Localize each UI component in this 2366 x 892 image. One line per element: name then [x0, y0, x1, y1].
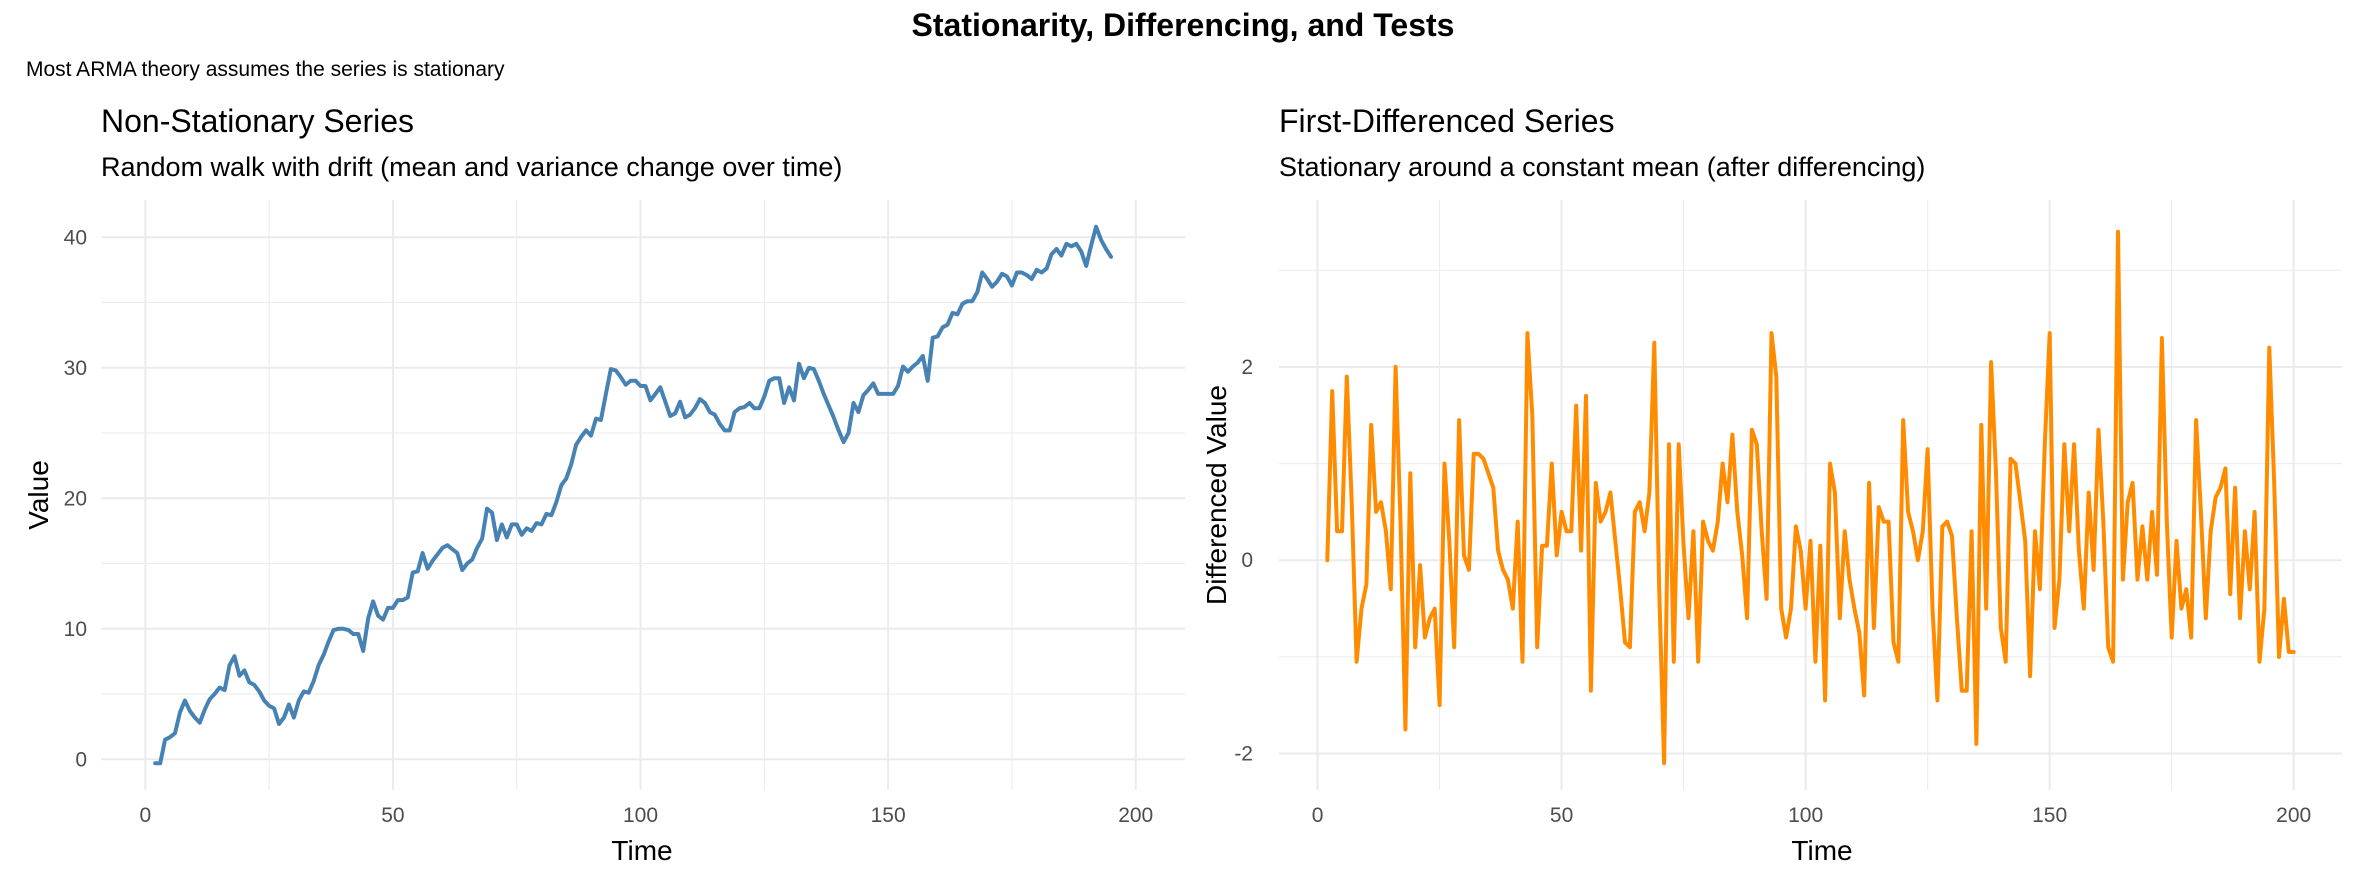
x-tick-label: 50	[1550, 804, 1573, 827]
x-axis-label: Time	[611, 835, 672, 866]
grid	[101, 200, 1185, 790]
y-tick-label: 0	[75, 748, 87, 771]
grid	[1279, 200, 2342, 790]
y-tick-label: 10	[64, 618, 87, 641]
y-tick-label: 2	[1241, 356, 1253, 379]
figure-title: Stationarity, Differencing, and Tests	[912, 7, 1455, 43]
y-tick-label: 40	[64, 226, 87, 249]
x-tick-label: 150	[2032, 804, 2067, 827]
panel-subtitle: Random walk with drift (mean and varianc…	[101, 152, 842, 182]
x-tick-label: 100	[1788, 804, 1823, 827]
x-tick-label: 0	[139, 804, 151, 827]
panel-subtitle: Stationary around a constant mean (after…	[1279, 152, 1925, 182]
x-tick-label: 200	[2276, 804, 2311, 827]
series-line	[1325, 229, 2296, 766]
y-tick-label: 20	[64, 487, 87, 510]
panel-non-stationary: Non-Stationary Series Random walk with d…	[23, 103, 1185, 866]
y-tick-label: 0	[1241, 549, 1253, 572]
y-axis-label: Differenced Value	[1201, 385, 1232, 605]
y-tick-label: -2	[1234, 743, 1253, 766]
x-axis-label: Time	[1791, 835, 1852, 866]
x-tick-label: 100	[623, 804, 658, 827]
series-line	[153, 224, 1113, 766]
x-tick-label: 0	[1312, 804, 1324, 827]
panel-title: Non-Stationary Series	[101, 103, 414, 139]
y-tick-label: 30	[64, 357, 87, 380]
panel-title: First-Differenced Series	[1279, 103, 1615, 139]
x-tick-label: 50	[381, 804, 404, 827]
y-axis-label: Value	[23, 460, 54, 530]
x-tick-label: 200	[1118, 804, 1153, 827]
figure-subtitle: Most ARMA theory assumes the series is s…	[26, 58, 505, 81]
x-tick-label: 150	[871, 804, 906, 827]
panel-first-differenced: First-Differenced Series Stationary arou…	[1201, 103, 2342, 866]
